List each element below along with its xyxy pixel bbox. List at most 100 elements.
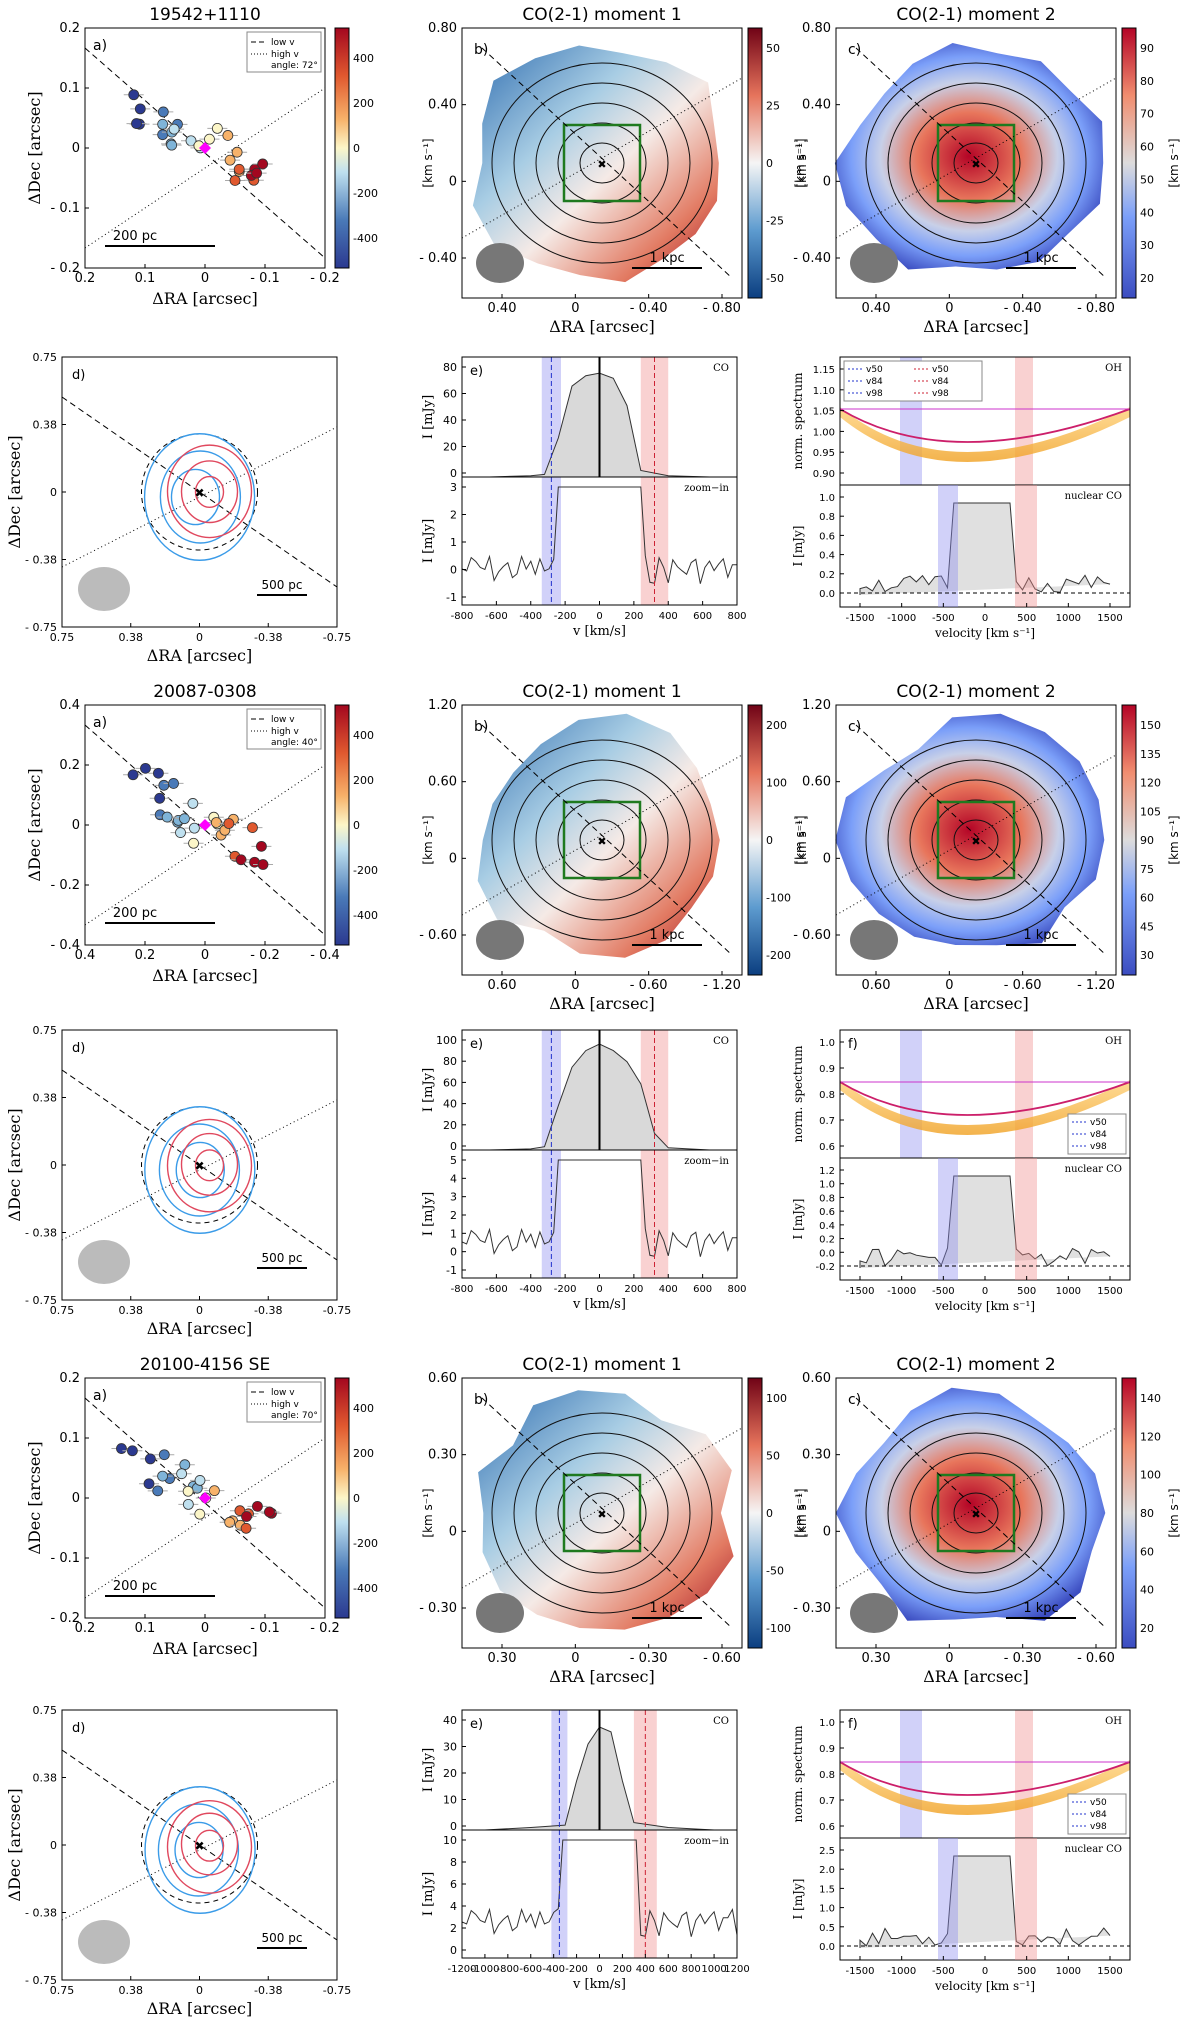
x-axis-label: ΔRA [arcsec] xyxy=(147,1319,253,1338)
y-axis-label-bottom: I [mJy] xyxy=(421,519,436,563)
y-tick-label: 60 xyxy=(443,1076,457,1089)
axes-frame xyxy=(835,704,1117,976)
data-point xyxy=(264,1506,275,1518)
y-tick-label: 0.60 xyxy=(428,1371,457,1386)
panel-label: b) xyxy=(474,719,488,735)
redshifted-contour xyxy=(194,1149,225,1182)
legend-label: v84 xyxy=(866,377,883,387)
intensity-contour xyxy=(513,759,691,921)
x-axis-label: ΔRA [arcsec] xyxy=(923,994,1029,1013)
x-tick-label: 0.40 xyxy=(488,301,517,316)
y-tick-label: 20 xyxy=(443,1767,457,1780)
y-tick-label: 1 xyxy=(450,1227,457,1240)
nuclear-co-line xyxy=(859,1855,1111,1948)
colorbar xyxy=(334,1377,350,1619)
colorbar-tick-label: -200 xyxy=(353,864,378,877)
legend-label: v98 xyxy=(866,389,883,399)
y-tick-label: 0.1 xyxy=(59,81,80,96)
legend-angle: angle: 40° xyxy=(271,738,318,748)
colorbar-tick-label: 400 xyxy=(353,1402,374,1415)
y-tick-label: 0.8 xyxy=(819,1090,835,1101)
colorbar xyxy=(334,27,350,269)
panel-tag: OH xyxy=(1105,1716,1122,1727)
object-name: 20087-0308 xyxy=(153,682,256,702)
blue-band xyxy=(938,485,958,607)
red-band xyxy=(1015,1838,1037,1960)
oh-fit-line xyxy=(839,1761,1131,1796)
intensity-contour xyxy=(535,1452,669,1574)
panel-label: b) xyxy=(474,1392,488,1408)
oh-spectrum-panel: 1.15 1.10 1.05 1.00 0.95 0.90 1.0 0.8 0.6 0.4 0.2 0… xyxy=(791,356,1131,640)
nuclear-co-line xyxy=(859,1175,1111,1268)
panel-label: f) xyxy=(848,1037,858,1052)
x-tick-label: 0 xyxy=(596,1284,602,1295)
beam-ellipse xyxy=(476,920,524,960)
major-axis-line xyxy=(481,1397,733,1629)
intensity-contour xyxy=(865,62,1087,264)
red-band xyxy=(1015,1158,1037,1280)
colorbar-tick-label: 120 xyxy=(1140,1430,1161,1443)
colorbar-tick-label: -400 xyxy=(353,232,378,245)
beam-ellipse xyxy=(78,1240,130,1284)
y-axis-label-top: norm. spectrum xyxy=(791,372,805,470)
x-tick-label: -800 xyxy=(496,1964,519,1975)
data-point xyxy=(143,1478,155,1490)
data-point xyxy=(176,1468,188,1480)
colorbar-tick-label: 140 xyxy=(1140,1392,1161,1405)
colorbar-tick-label: 20 xyxy=(1140,272,1154,285)
x-tick-label: 0.38 xyxy=(119,631,144,644)
y-tick-label: 2 xyxy=(450,1209,457,1222)
colorbar-tick-label: -100 xyxy=(766,892,791,905)
nuclear-co-line xyxy=(859,502,1111,595)
colorbar-tick-label: 400 xyxy=(353,729,374,742)
data-point xyxy=(224,1516,236,1528)
pv-panel: 20100-4156 SE0.20.10- 0.1- 0.20.2 0.1 0- 0… xyxy=(25,1355,378,1658)
colorbar-tick-label: 50 xyxy=(1140,173,1154,186)
x-tick-label: 400 xyxy=(636,1964,655,1975)
high-v-axis-line xyxy=(84,764,326,926)
axes-frame xyxy=(835,27,1117,299)
legend-label: v50 xyxy=(932,365,949,375)
x-axis-label: v [km/s] xyxy=(572,1977,626,1992)
data-point xyxy=(157,118,169,130)
y-tick-label: 0.95 xyxy=(813,448,835,459)
nucleus-marker: ✖ xyxy=(194,486,204,500)
minor-axis-line xyxy=(461,77,743,239)
x-tick-label: - 0.2 xyxy=(310,1621,340,1636)
x-tick-label: 0 xyxy=(571,301,579,316)
colorbar-tick-label: 60 xyxy=(1140,141,1154,154)
nucleus-marker xyxy=(199,819,211,831)
x-tick-label: 0.2 xyxy=(75,271,96,286)
x-axis-label: velocity [km s⁻¹] xyxy=(934,626,1035,640)
nucleus-marker: ✖ xyxy=(194,1159,204,1173)
y-tick-label: 2 xyxy=(450,1922,457,1935)
intensity-contour xyxy=(557,122,647,204)
y-tick-label: - 0.38 xyxy=(25,1907,57,1920)
y-axis-label: [km s⁻¹] xyxy=(421,138,435,187)
colorbar-tick-label: 50 xyxy=(766,42,780,55)
intensity-contour xyxy=(513,1432,691,1594)
blueshifted-contour xyxy=(159,450,242,544)
red-band xyxy=(1015,357,1033,485)
y-tick-label: 0.75 xyxy=(33,1024,58,1037)
x-axis-label: ΔRA [arcsec] xyxy=(152,966,258,985)
data-point xyxy=(168,778,179,789)
x-tick-label: 600 xyxy=(693,611,712,622)
scalebar-label: 1 kpc xyxy=(649,1601,684,1616)
x-tick-label: 0 xyxy=(196,1984,203,1997)
data-point xyxy=(222,130,234,141)
y-tick-label: -0.2 xyxy=(815,1262,835,1273)
y-tick-label: 20 xyxy=(443,441,457,454)
x-tick-label: 800 xyxy=(727,1284,746,1295)
y-tick-label: 30 xyxy=(443,1741,457,1754)
x-tick-label: 1000 xyxy=(1056,1286,1081,1297)
moment1-panel: CO(2-1) moment 1 ✖ 1 kpc 0.80 0.40 0 - 0.40 0.4… xyxy=(419,5,807,336)
legend-low-v: low v xyxy=(271,38,295,48)
intensity-contour xyxy=(953,1492,999,1534)
axes-frame xyxy=(461,1829,738,1959)
oh-fit-line xyxy=(839,1081,1131,1116)
data-point xyxy=(210,817,222,828)
intensity-contour xyxy=(953,819,999,861)
